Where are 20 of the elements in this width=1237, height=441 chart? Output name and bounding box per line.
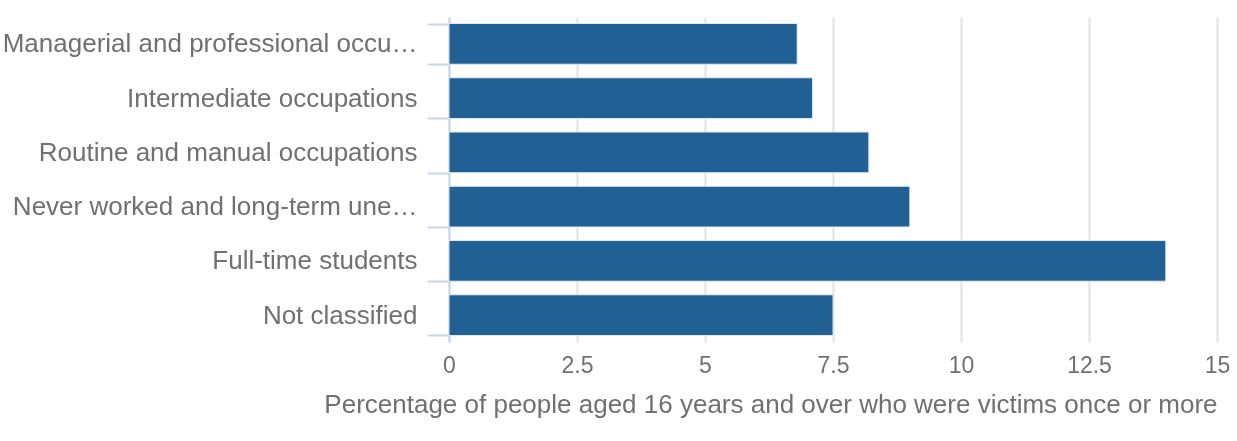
y-tick-label: Intermediate occupations — [126, 82, 418, 113]
x-tick-label: 5 — [699, 351, 712, 378]
x-tick-label: 12.5 — [1067, 351, 1112, 378]
x-tick-label: 15 — [1204, 351, 1231, 378]
x-tick-label: 7.5 — [817, 351, 850, 378]
bar — [448, 185, 911, 228]
y-tick-label: Routine and manual occupations — [38, 136, 418, 167]
y-tick-label: Not classified — [262, 299, 418, 330]
y-tick-label: Managerial and professional occu… — [2, 28, 418, 59]
bar — [448, 77, 814, 119]
x-axis-title: Percentage of people aged 16 years and over who were victims once or more — [324, 388, 1218, 419]
bar — [448, 131, 870, 174]
y-tick-label: Never worked and long-term une… — [12, 191, 418, 222]
bar — [448, 294, 834, 336]
y-tick-label: Full-time students — [212, 245, 418, 276]
x-tick-label: 2.5 — [561, 351, 594, 378]
bar — [448, 23, 798, 65]
x-tick-label: 0 — [443, 351, 456, 378]
bar — [448, 240, 1167, 282]
x-tick-label: 10 — [948, 351, 975, 378]
